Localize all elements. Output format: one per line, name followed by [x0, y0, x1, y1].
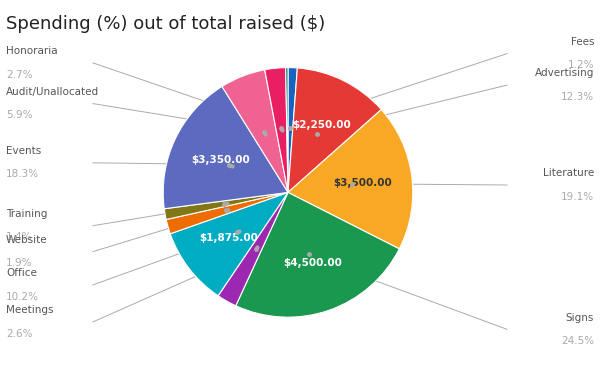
- Text: Website: Website: [6, 235, 47, 245]
- Text: $3,350.00: $3,350.00: [191, 155, 250, 165]
- Text: Audit/Unallocated: Audit/Unallocated: [6, 87, 99, 97]
- Text: 18.3%: 18.3%: [6, 169, 39, 179]
- Text: Training: Training: [6, 209, 47, 219]
- Wedge shape: [163, 87, 288, 209]
- Text: Office: Office: [6, 268, 37, 278]
- Text: 10.2%: 10.2%: [6, 292, 39, 302]
- Text: 24.5%: 24.5%: [561, 336, 594, 346]
- Text: Spending (%) out of total raised ($): Spending (%) out of total raised ($): [6, 15, 325, 33]
- Wedge shape: [265, 68, 288, 192]
- Wedge shape: [166, 192, 288, 234]
- Text: Meetings: Meetings: [6, 305, 53, 315]
- Text: Literature: Literature: [543, 168, 594, 178]
- Wedge shape: [222, 70, 288, 192]
- Wedge shape: [218, 192, 288, 306]
- Text: 2.7%: 2.7%: [6, 70, 32, 80]
- Text: 5.9%: 5.9%: [6, 110, 32, 120]
- Wedge shape: [288, 68, 298, 192]
- Text: $2,250.00: $2,250.00: [292, 120, 350, 130]
- Wedge shape: [164, 192, 288, 219]
- Text: Events: Events: [6, 146, 41, 156]
- Text: $1,875.00: $1,875.00: [199, 233, 258, 243]
- Text: Signs: Signs: [566, 313, 594, 323]
- Text: $3,500.00: $3,500.00: [333, 178, 392, 188]
- Text: 2.6%: 2.6%: [6, 329, 32, 339]
- Text: 1.9%: 1.9%: [6, 258, 32, 268]
- Text: $4,500.00: $4,500.00: [283, 258, 342, 268]
- Text: 12.3%: 12.3%: [561, 92, 594, 102]
- Wedge shape: [288, 110, 413, 249]
- Text: Fees: Fees: [571, 37, 594, 47]
- Wedge shape: [288, 68, 382, 192]
- Wedge shape: [236, 192, 400, 317]
- Wedge shape: [286, 68, 288, 192]
- Text: 19.1%: 19.1%: [561, 192, 594, 202]
- Wedge shape: [170, 192, 288, 296]
- Text: Advertising: Advertising: [535, 68, 594, 78]
- Text: 1.4%: 1.4%: [6, 232, 32, 242]
- Text: Honoraria: Honoraria: [6, 46, 58, 56]
- Text: 1.2%: 1.2%: [568, 60, 594, 70]
